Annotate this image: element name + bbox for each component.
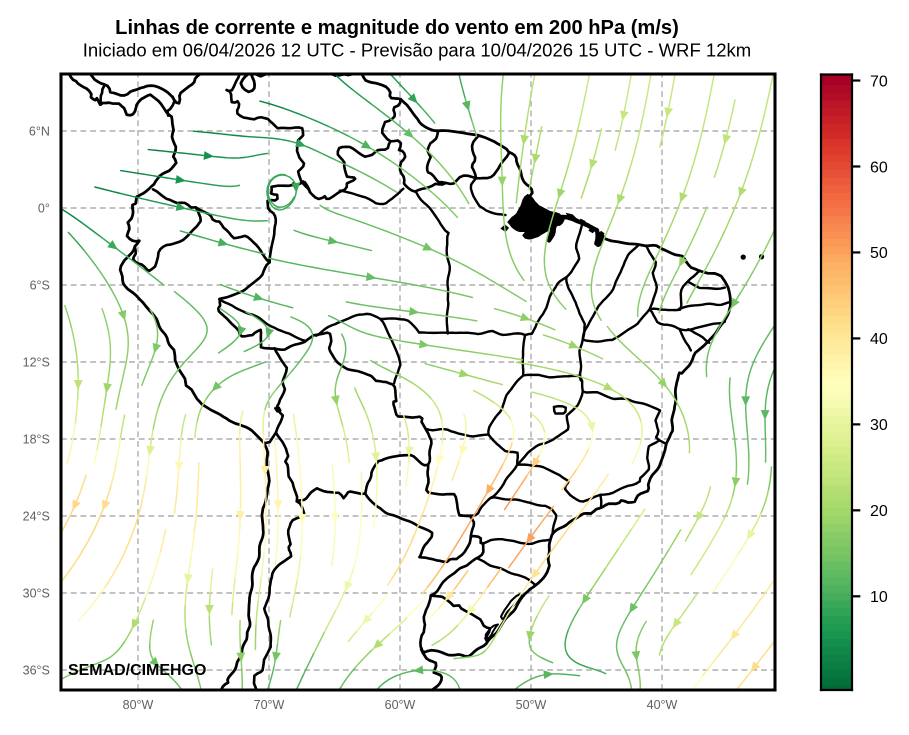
svg-text:12°S: 12°S	[23, 356, 50, 370]
svg-text:60°W: 60°W	[385, 698, 416, 712]
svg-text:Iniciado em 06/04/2026 12 UTC: Iniciado em 06/04/2026 12 UTC - Previsão…	[83, 40, 751, 61]
svg-text:20: 20	[870, 503, 888, 520]
svg-text:40: 40	[870, 331, 888, 348]
svg-text:36°S: 36°S	[23, 664, 50, 678]
svg-text:50: 50	[870, 245, 888, 262]
svg-text:80°W: 80°W	[123, 698, 154, 712]
svg-text:70: 70	[870, 73, 888, 90]
svg-text:6°N: 6°N	[29, 125, 50, 139]
svg-text:70°W: 70°W	[254, 698, 285, 712]
svg-text:SEMAD/CIMEHGO: SEMAD/CIMEHGO	[68, 662, 206, 679]
svg-text:50°W: 50°W	[516, 698, 547, 712]
svg-text:0°: 0°	[38, 202, 50, 216]
svg-text:Linhas de corrente e magnitude: Linhas de corrente e magnitude do vento …	[115, 17, 679, 39]
svg-text:24°S: 24°S	[23, 510, 50, 524]
svg-text:60: 60	[870, 159, 888, 176]
svg-text:18°S: 18°S	[23, 433, 50, 447]
svg-text:6°S: 6°S	[30, 279, 50, 293]
svg-text:10: 10	[870, 589, 888, 606]
svg-text:30°S: 30°S	[23, 587, 50, 601]
svg-text:30: 30	[870, 417, 888, 434]
svg-text:40°W: 40°W	[647, 698, 678, 712]
